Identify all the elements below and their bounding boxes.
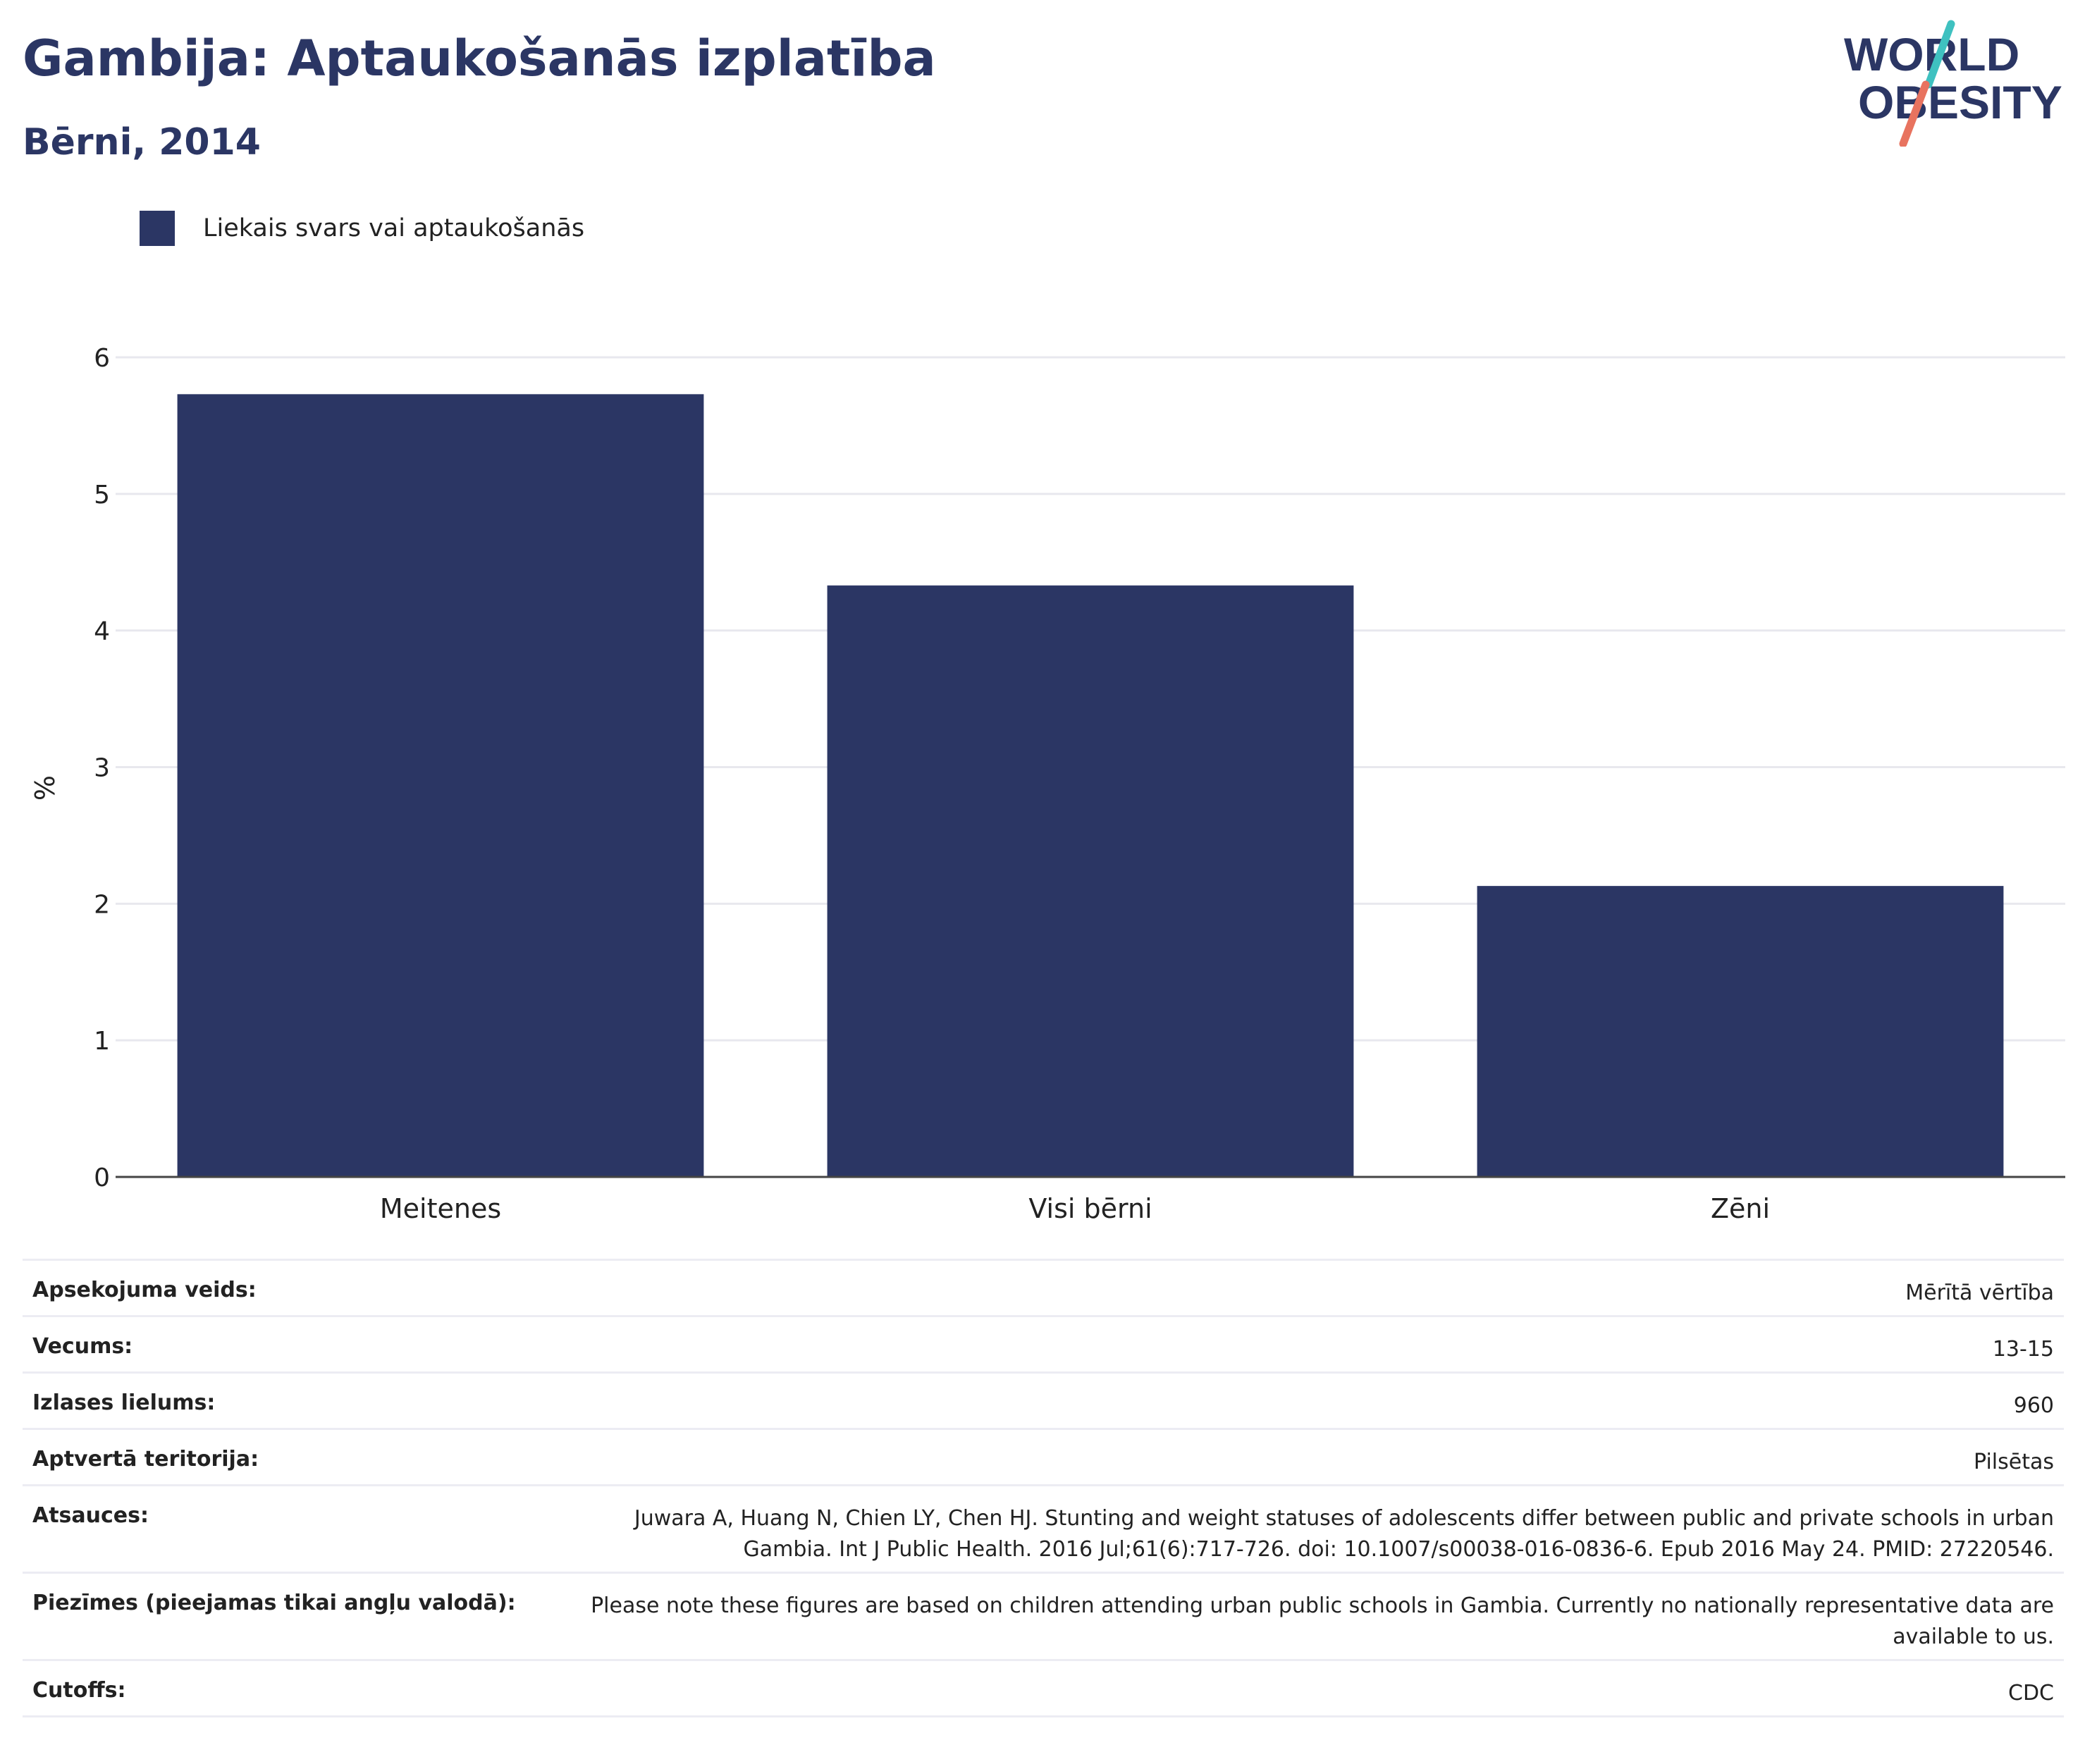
info-row-survey-type: Apsekojuma veids: Mērītā vērtība	[23, 1259, 2064, 1316]
legend[interactable]: Liekais svars vai aptaukošanās	[140, 209, 584, 248]
info-value: Mērītā vērtība	[1905, 1281, 2054, 1305]
info-value: 960	[2013, 1393, 2054, 1418]
info-row-notes: Piezīmes (pieejamas tikai angļu valodā):…	[23, 1572, 2064, 1660]
info-row-area-covered: Aptvertā teritorija: Pilsētas	[23, 1429, 2064, 1486]
info-row-cutoffs: Cutoffs: CDC	[23, 1660, 2064, 1717]
x-tick-label: Visi bērni	[1028, 1193, 1152, 1224]
info-label: Piezīmes (pieejamas tikai angļu valodā):	[32, 1591, 516, 1615]
logo-text-obesity: OBESITY	[1858, 76, 2062, 128]
info-value: Please note these figures are based on c…	[591, 1593, 2054, 1649]
chart-subtitle: Bērni, 2014	[23, 121, 261, 164]
info-label: Apsekojuma veids:	[32, 1278, 257, 1302]
legend-swatch	[140, 211, 175, 246]
info-value: Pilsētas	[1974, 1450, 2054, 1474]
bar-1	[177, 394, 704, 1178]
info-value: CDC	[2008, 1681, 2054, 1706]
info-row-age: Vecums: 13-15	[23, 1316, 2064, 1373]
chart-title: Gambija: Aptaukošanās izplatība	[23, 30, 936, 87]
y-tick-label: 0	[94, 1164, 110, 1192]
bar-2	[827, 585, 1354, 1177]
info-label: Vecums:	[32, 1334, 133, 1359]
info-label: Cutoffs:	[32, 1678, 126, 1703]
bar-chart: 0 1 2 3 4 5 6 Meitenes Visi bērni Zēni	[94, 344, 2065, 1224]
info-label: Atsauces:	[32, 1503, 149, 1528]
logo-slash-coral	[1899, 80, 1930, 147]
legend-label: Liekais svars vai aptaukošanās	[203, 214, 585, 242]
x-tick-label: Zēni	[1711, 1193, 1770, 1224]
y-tick-label: 4	[94, 617, 110, 646]
y-tick-label: 1	[94, 1027, 110, 1056]
y-tick-label: 5	[94, 481, 110, 510]
info-row-sample-size: Izlases lielums: 960	[23, 1372, 2064, 1429]
bar-3	[1477, 886, 2004, 1177]
info-table: Apsekojuma veids: Mērītā vērtība Vecums:…	[23, 1259, 2064, 1717]
x-tick-label: Meitenes	[380, 1193, 501, 1224]
logo-slash-teal	[1924, 20, 1955, 89]
y-tick-label: 6	[94, 344, 110, 373]
world-obesity-logo: WORLD OBESITY	[1844, 20, 2062, 147]
y-tick-label: 3	[94, 754, 110, 783]
info-value: Juwara A, Huang N, Chien LY, Chen HJ. St…	[634, 1506, 2054, 1562]
y-tick-label: 2	[94, 890, 110, 919]
info-row-references: Atsauces: Juwara A, Huang N, Chien LY, C…	[23, 1485, 2064, 1573]
info-value: 13-15	[1992, 1337, 2054, 1362]
info-label: Izlases lielums:	[32, 1390, 216, 1415]
info-label: Aptvertā teritorija:	[32, 1447, 259, 1472]
